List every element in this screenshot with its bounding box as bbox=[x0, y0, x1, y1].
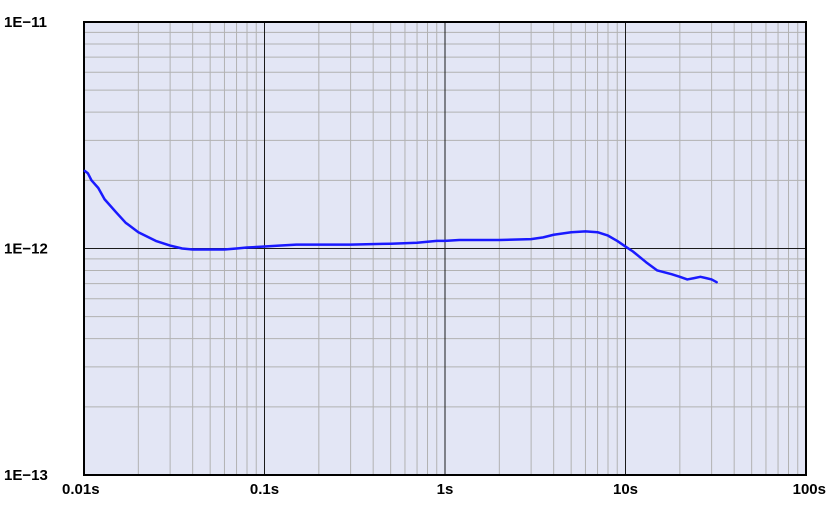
series-line-0 bbox=[83, 169, 718, 284]
x-tick-label: 1s bbox=[437, 481, 454, 498]
y-tick-label: 1E−11 bbox=[4, 14, 47, 31]
x-axis-tick-labels: 0.01s 0.1s 1s 10s 100s bbox=[62, 481, 826, 498]
x-tick-label: 100s bbox=[793, 481, 826, 498]
series-layer bbox=[83, 169, 718, 284]
y-tick-label: 1E−12 bbox=[4, 241, 48, 258]
x-tick-label: 0.01s bbox=[62, 481, 100, 498]
x-tick-label: 10s bbox=[613, 481, 638, 498]
y-tick-label: 1E−13 bbox=[4, 467, 48, 484]
y-axis-tick-labels: 1E−11 1E−12 1E−13 bbox=[4, 14, 48, 484]
plot-frame bbox=[83, 21, 807, 476]
x-tick-label: 0.1s bbox=[250, 481, 279, 498]
